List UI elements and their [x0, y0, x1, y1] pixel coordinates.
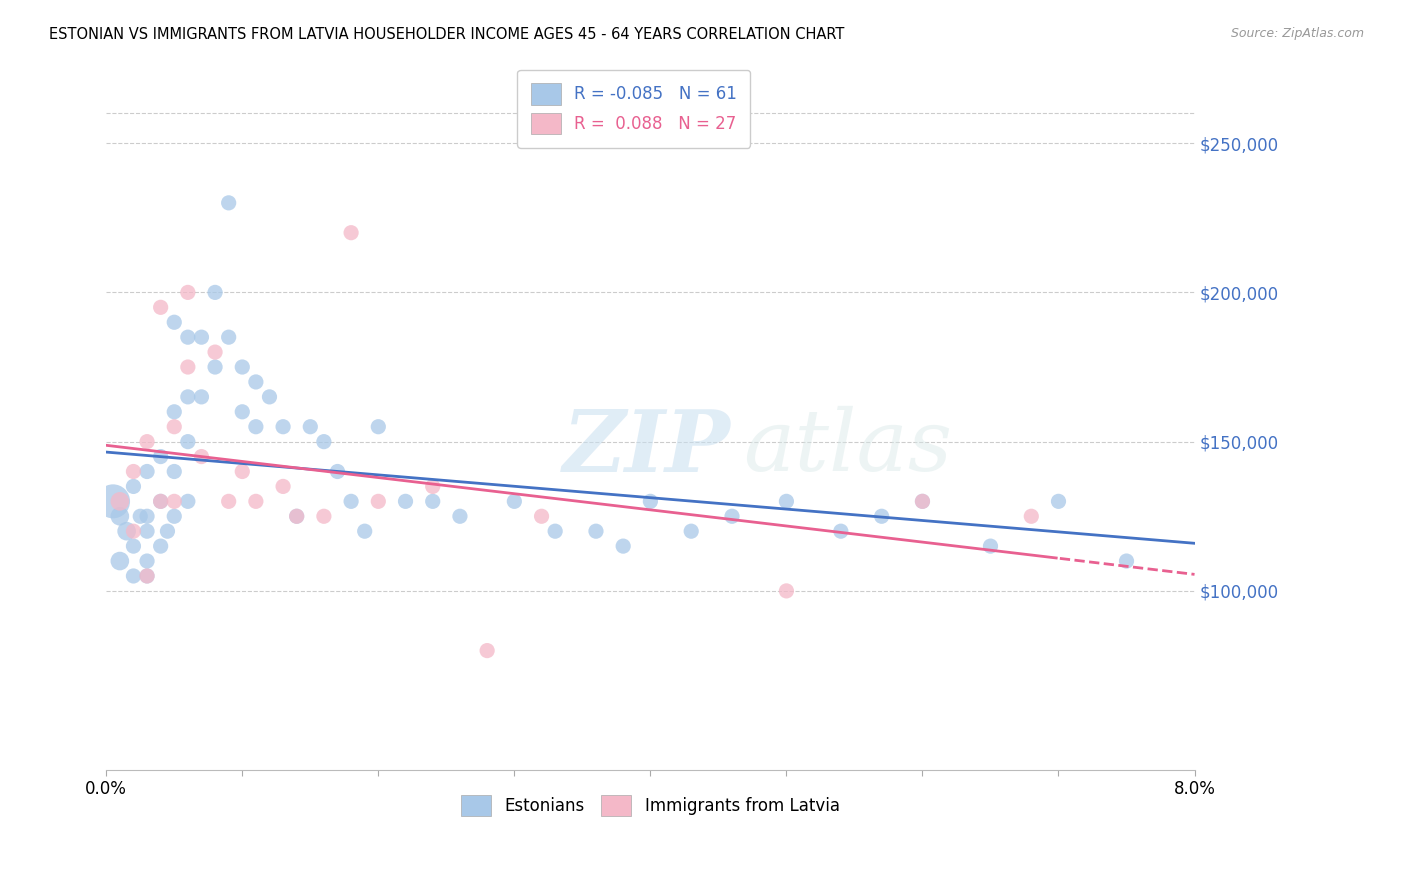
Point — [190, 330, 212, 344]
Point — [122, 539, 145, 553]
Point — [353, 524, 375, 539]
Point — [312, 509, 335, 524]
Point — [775, 494, 797, 508]
Point — [177, 390, 200, 404]
Point — [136, 434, 159, 449]
Point — [326, 465, 349, 479]
Point — [285, 509, 308, 524]
Point — [231, 405, 253, 419]
Point — [422, 494, 444, 508]
Point — [830, 524, 852, 539]
Point — [136, 524, 159, 539]
Point — [911, 494, 934, 508]
Point — [136, 569, 159, 583]
Point — [177, 359, 200, 374]
Point — [367, 419, 389, 434]
Text: ZIP: ZIP — [564, 406, 731, 489]
Point — [245, 375, 267, 389]
Point — [190, 450, 212, 464]
Point — [911, 494, 934, 508]
Point — [367, 494, 389, 508]
Point — [156, 524, 179, 539]
Point — [1047, 494, 1070, 508]
Point — [449, 509, 471, 524]
Point — [475, 643, 498, 657]
Point — [136, 569, 159, 583]
Point — [204, 359, 226, 374]
Point — [122, 465, 145, 479]
Point — [122, 524, 145, 539]
Point — [259, 390, 281, 404]
Point — [640, 494, 662, 508]
Point — [503, 494, 526, 508]
Point — [870, 509, 893, 524]
Point — [218, 494, 240, 508]
Point — [122, 569, 145, 583]
Point — [775, 583, 797, 598]
Point — [245, 494, 267, 508]
Point — [108, 554, 131, 568]
Point — [231, 359, 253, 374]
Point — [271, 419, 294, 434]
Point — [163, 315, 186, 329]
Point — [340, 226, 363, 240]
Point — [136, 554, 159, 568]
Text: ESTONIAN VS IMMIGRANTS FROM LATVIA HOUSEHOLDER INCOME AGES 45 - 64 YEARS CORRELA: ESTONIAN VS IMMIGRANTS FROM LATVIA HOUSE… — [49, 27, 845, 42]
Point — [177, 330, 200, 344]
Point — [163, 494, 186, 508]
Text: Source: ZipAtlas.com: Source: ZipAtlas.com — [1230, 27, 1364, 40]
Point — [1019, 509, 1042, 524]
Point — [163, 405, 186, 419]
Point — [177, 434, 200, 449]
Point — [979, 539, 1001, 553]
Point — [108, 494, 131, 508]
Point — [163, 419, 186, 434]
Point — [394, 494, 416, 508]
Point — [204, 285, 226, 300]
Text: atlas: atlas — [742, 406, 952, 489]
Point — [149, 494, 172, 508]
Point — [136, 465, 159, 479]
Point — [612, 539, 634, 553]
Point — [115, 524, 138, 539]
Point — [271, 479, 294, 493]
Point — [177, 494, 200, 508]
Point — [721, 509, 744, 524]
Point — [122, 479, 145, 493]
Point — [190, 390, 212, 404]
Point — [149, 539, 172, 553]
Point — [312, 434, 335, 449]
Point — [218, 330, 240, 344]
Point — [101, 494, 124, 508]
Point — [231, 465, 253, 479]
Point — [218, 195, 240, 210]
Point — [163, 465, 186, 479]
Point — [544, 524, 567, 539]
Point — [136, 509, 159, 524]
Point — [340, 494, 363, 508]
Point — [422, 479, 444, 493]
Point — [585, 524, 607, 539]
Point — [1115, 554, 1137, 568]
Point — [108, 509, 131, 524]
Point — [245, 419, 267, 434]
Point — [149, 301, 172, 315]
Point — [149, 494, 172, 508]
Point — [285, 509, 308, 524]
Point — [204, 345, 226, 359]
Point — [129, 509, 152, 524]
Point — [681, 524, 703, 539]
Point — [149, 450, 172, 464]
Point — [299, 419, 322, 434]
Point — [163, 509, 186, 524]
Point — [530, 509, 553, 524]
Legend: Estonians, Immigrants from Latvia: Estonians, Immigrants from Latvia — [453, 787, 848, 825]
Point — [177, 285, 200, 300]
